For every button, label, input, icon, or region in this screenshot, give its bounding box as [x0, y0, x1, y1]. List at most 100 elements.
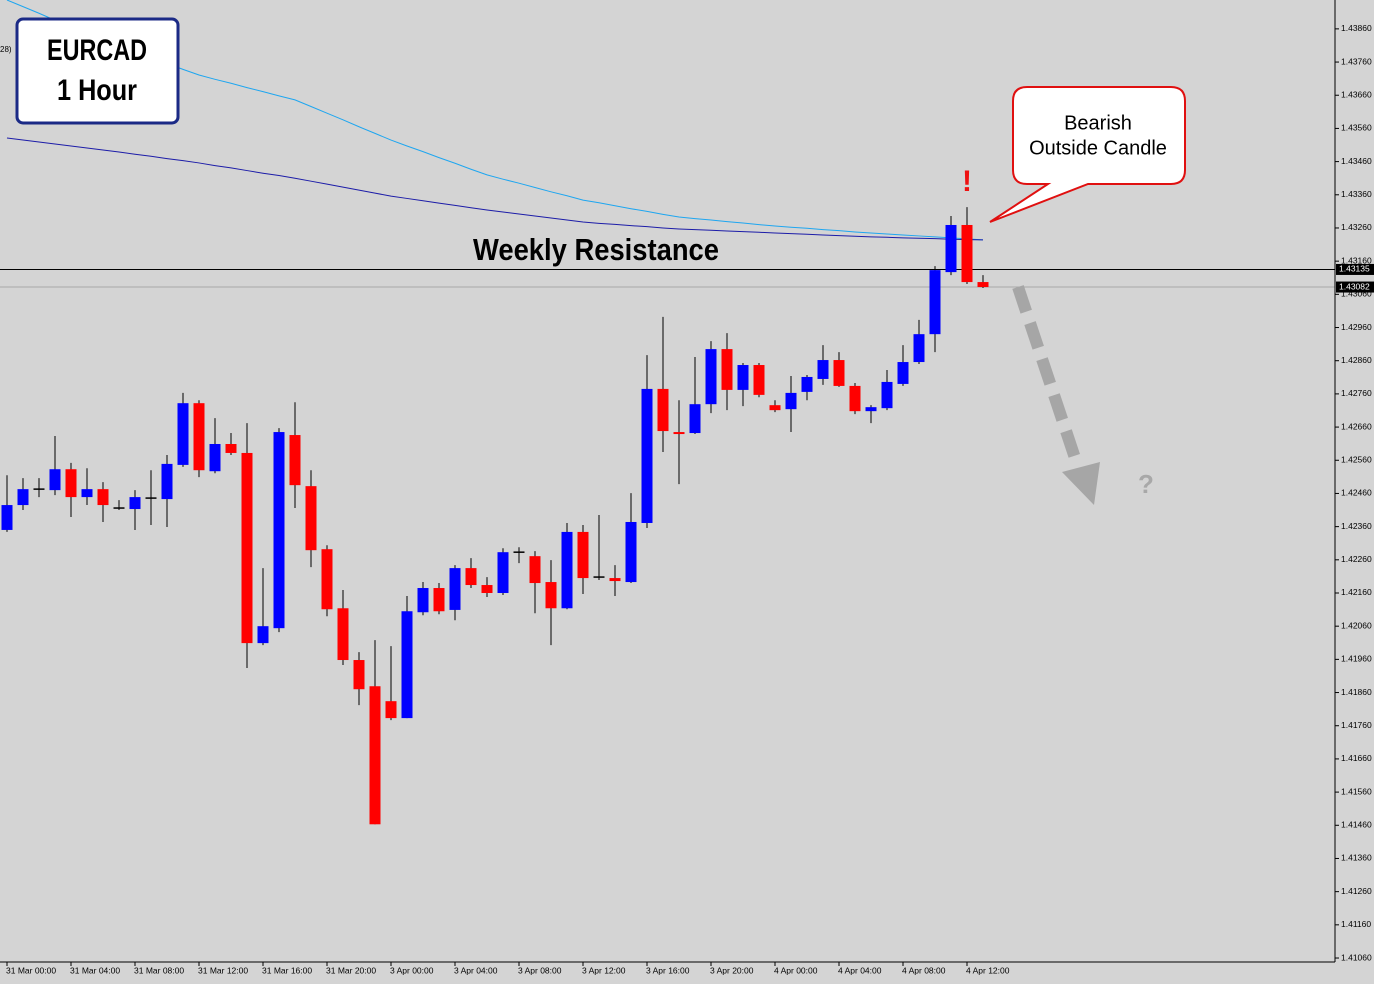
candle-body — [945, 224, 957, 273]
y-tick-label: 1.41760 — [1341, 720, 1372, 730]
candle-body — [369, 686, 381, 825]
candle-body — [641, 388, 653, 523]
candle-body — [225, 444, 237, 453]
candle-body — [577, 531, 589, 579]
y-tick-label: 1.43860 — [1341, 23, 1372, 33]
x-tick-label: 31 Mar 00:00 — [6, 965, 56, 975]
candle-body — [321, 549, 333, 610]
y-tick-label: 1.42460 — [1341, 488, 1372, 498]
y-tick-label: 1.43460 — [1341, 156, 1372, 166]
y-tick-label: 1.42860 — [1341, 355, 1372, 365]
candle-body — [705, 349, 717, 405]
y-tick-label: 1.42260 — [1341, 554, 1372, 564]
candle-body — [289, 435, 301, 486]
candle-body — [913, 334, 925, 363]
candle-body — [529, 556, 541, 584]
candle-body — [561, 531, 573, 609]
candle-body — [385, 701, 397, 719]
candle-body — [865, 407, 877, 412]
candle-body — [849, 385, 861, 412]
x-tick-label: 31 Mar 16:00 — [262, 965, 312, 975]
y-tick-label: 1.42160 — [1341, 587, 1372, 597]
moving-average-line — [6, 137, 984, 241]
candle-body — [929, 270, 941, 335]
y-tick-label: 1.42060 — [1341, 620, 1372, 630]
candle-body — [449, 568, 461, 610]
question-mark: ? — [1138, 469, 1154, 499]
candle-body — [161, 463, 173, 500]
candle-body — [337, 608, 349, 661]
y-tick-label: 1.43060 — [1341, 289, 1372, 299]
x-tick-label: 3 Apr 16:00 — [646, 965, 690, 975]
chart-title: EURCAD — [47, 34, 147, 67]
y-tick-label: 1.41360 — [1341, 853, 1372, 863]
y-tick-label: 1.41660 — [1341, 753, 1372, 763]
candle-body — [753, 365, 765, 395]
x-tick-label: 3 Apr 08:00 — [518, 965, 562, 975]
candle-body — [833, 360, 845, 386]
x-tick-label: 31 Mar 04:00 — [70, 965, 120, 975]
title-box — [15, 17, 180, 125]
x-tick-label: 31 Mar 20:00 — [326, 965, 376, 975]
x-tick-label: 31 Mar 12:00 — [198, 965, 248, 975]
candle-body — [81, 489, 93, 498]
candle-body — [817, 360, 829, 379]
y-tick-label: 1.41560 — [1341, 786, 1372, 796]
y-tick-label: 1.43760 — [1341, 56, 1372, 66]
y-tick-label: 1.42960 — [1341, 322, 1372, 332]
candle-body — [1, 505, 13, 530]
y-tick-label: 1.41160 — [1341, 919, 1371, 929]
candle-body — [129, 497, 141, 510]
x-tick-label: 4 Apr 12:00 — [966, 965, 1010, 975]
candle-body — [193, 403, 205, 471]
callout-line: Bearish — [1064, 112, 1132, 134]
indicator-label: 28) — [0, 45, 12, 54]
y-tick-label: 1.41960 — [1341, 654, 1372, 664]
x-tick-label: 4 Apr 08:00 — [902, 965, 946, 975]
y-tick-label: 1.41460 — [1341, 820, 1372, 830]
candle-body — [961, 224, 973, 283]
price-label: 1.43135 — [1339, 264, 1370, 274]
candle-body — [177, 403, 189, 465]
candle-body — [305, 486, 317, 551]
resistance-label: Weekly Resistance — [473, 232, 719, 267]
candle-body — [433, 588, 445, 612]
candle-body — [353, 660, 365, 690]
y-tick-label: 1.41260 — [1341, 886, 1372, 896]
y-tick-label: 1.43260 — [1341, 222, 1372, 232]
y-tick-label: 1.43360 — [1341, 189, 1372, 199]
candle-body — [401, 611, 413, 719]
x-tick-label: 3 Apr 12:00 — [582, 965, 626, 975]
candle-body — [609, 578, 621, 582]
candle-body — [801, 376, 813, 392]
candle-body — [881, 381, 893, 409]
candle-body — [769, 405, 781, 411]
y-tick-label: 1.43160 — [1341, 255, 1372, 265]
x-tick-label: 3 Apr 04:00 — [454, 965, 498, 975]
candle-body — [737, 365, 749, 390]
x-tick-label: 3 Apr 20:00 — [710, 965, 754, 975]
candle-body — [977, 282, 989, 288]
x-tick-label: 31 Mar 08:00 — [134, 965, 184, 975]
candle-body — [545, 582, 557, 609]
chart-subtitle: 1 Hour — [57, 74, 137, 107]
candle-body — [17, 489, 29, 506]
candle-body — [465, 568, 477, 586]
candle-body — [209, 444, 221, 472]
callout-bubble — [989, 86, 1186, 223]
candle-body — [97, 489, 109, 506]
y-tick-label: 1.41060 — [1341, 952, 1372, 962]
y-tick-label: 1.42560 — [1341, 455, 1372, 465]
x-tick-label: 4 Apr 00:00 — [774, 965, 818, 975]
y-tick-label: 1.42760 — [1341, 388, 1372, 398]
down-arrow-head — [1062, 462, 1100, 505]
price-label-box — [1336, 281, 1374, 293]
price-label-box — [1336, 263, 1374, 275]
candle-body — [673, 432, 685, 435]
price-label: 1.43082 — [1339, 281, 1370, 291]
x-tick-label: 3 Apr 00:00 — [390, 965, 434, 975]
candle-body — [417, 588, 429, 613]
y-tick-label: 1.43560 — [1341, 123, 1372, 133]
y-tick-label: 1.43660 — [1341, 89, 1372, 99]
